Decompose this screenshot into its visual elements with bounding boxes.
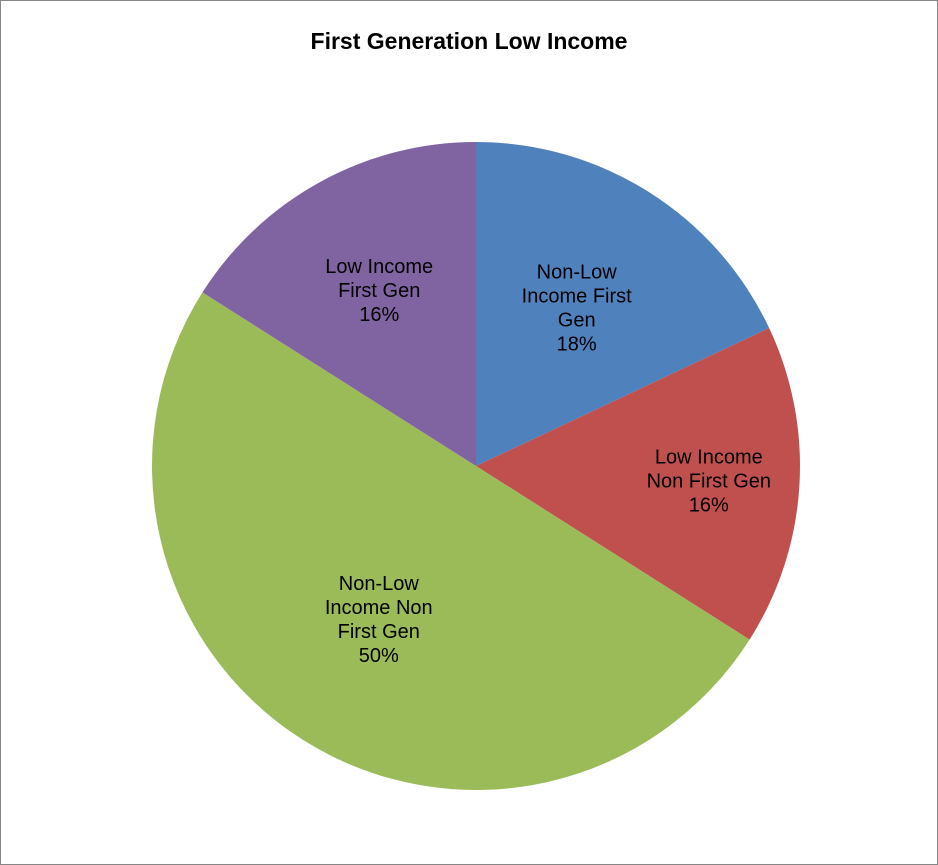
chart-title: First Generation Low Income bbox=[310, 28, 628, 54]
pie-slice-3 bbox=[151, 292, 750, 791]
pie-slice-label-2: Low Income Non First Gen 16% bbox=[647, 447, 771, 517]
pie-slice-2 bbox=[476, 328, 800, 640]
pie-slice-4 bbox=[202, 142, 477, 466]
pie-slice-label-3: Non-Low Income Non First Gen 50% bbox=[325, 573, 433, 667]
pie-slice-1 bbox=[476, 142, 770, 466]
pie-slice-label-1: Non-Low Income First Gen 18% bbox=[522, 261, 632, 355]
pie-slice-label-4: Low Income First Gen 16% bbox=[325, 256, 433, 326]
